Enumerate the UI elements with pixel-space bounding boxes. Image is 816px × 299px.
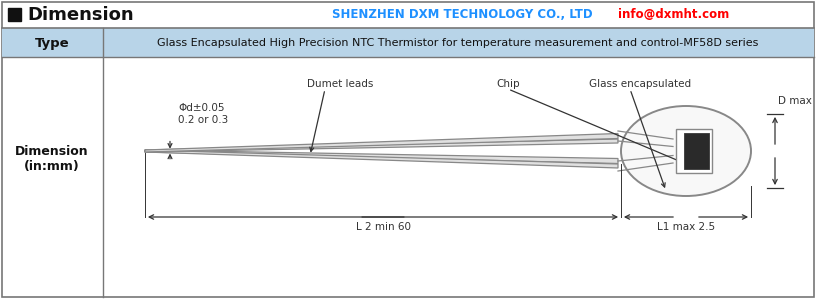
Polygon shape [145,150,618,164]
Bar [684,133,709,169]
Text: Type: Type [35,36,69,50]
Bar [8,8,21,21]
Bar [2,28,814,57]
Text: Dumet leads: Dumet leads [307,79,373,89]
Ellipse shape [621,106,751,196]
Text: L 2 min 60: L 2 min 60 [356,222,410,232]
Polygon shape [145,133,618,152]
Text: Chip: Chip [496,79,520,89]
Polygon shape [145,150,618,168]
Text: Glass Encapsulated High Precision NTC Thermistor for temperature measurement and: Glass Encapsulated High Precision NTC Th… [157,38,759,48]
Polygon shape [145,139,618,152]
Bar [676,129,712,173]
Text: L1 max 2.5: L1 max 2.5 [657,222,715,232]
Text: Φd±0.05
0.2 or 0.3: Φd±0.05 0.2 or 0.3 [178,103,228,125]
Text: info@dxmht.com: info@dxmht.com [618,8,730,22]
Text: Dimension: Dimension [27,6,134,24]
Text: Glass encapsulated: Glass encapsulated [589,79,691,89]
Text: D max 1.5: D max 1.5 [778,96,816,106]
Text: SHENZHEN DXM TECHNOLOGY CO., LTD: SHENZHEN DXM TECHNOLOGY CO., LTD [332,8,596,22]
Text: Dimension
(in:mm): Dimension (in:mm) [16,145,89,173]
